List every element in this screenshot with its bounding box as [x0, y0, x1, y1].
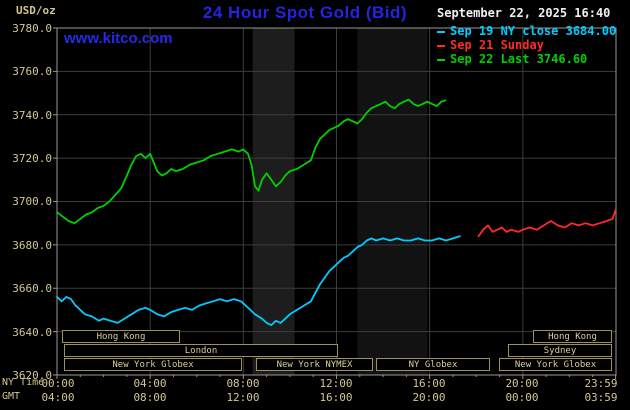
y-tick-label: 3660.0: [12, 282, 52, 295]
x-tick-label-gmt: 04:00: [41, 391, 75, 404]
legend-item-sunday: Sep 21 Sunday: [437, 38, 544, 52]
session-box-ny-globex-2: NY Globex: [376, 358, 490, 371]
session-box-london: London: [64, 344, 338, 357]
page-title: 24 Hour Spot Gold (Bid): [202, 3, 408, 22]
chart-datetime: September 22, 2025 16:40: [437, 6, 611, 20]
x-axis-gmt-label: GMT: [2, 391, 21, 402]
y-tick-label: 3640.0: [12, 326, 52, 339]
legend-item-prev-close: Sep 19 NY close 3684.00: [437, 24, 616, 38]
session-box-hong-kong-right: Hong Kong: [533, 330, 612, 343]
x-tick-label-ny: 00:00: [41, 377, 75, 390]
legend-label: Sep 21 Sunday: [450, 38, 544, 52]
x-tick-label-ny: 04:00: [133, 377, 167, 390]
legend-item-last: Sep 22 Last 3746.60: [437, 52, 587, 66]
y-axis-units-label: USD/oz: [16, 4, 56, 17]
x-tick-label-gmt: 03:59: [584, 391, 618, 404]
y-tick-label: 3700.0: [12, 195, 52, 208]
session-box-ny-globex-1: New York Globex: [64, 358, 242, 371]
y-tick-label: 3620.0: [12, 369, 52, 382]
x-tick-label-gmt: 12:00: [226, 391, 260, 404]
x-tick-label-ny: 20:00: [505, 377, 539, 390]
x-axis-ny-time-label: NY Time: [2, 377, 45, 388]
y-tick-label: 3760.0: [12, 65, 52, 78]
x-tick-label-gmt: 16:00: [319, 391, 353, 404]
legend-label: Sep 19 NY close 3684.00: [450, 24, 617, 38]
legend-line-swatch-red: [437, 44, 445, 47]
session-box-sydney: Sydney: [508, 344, 612, 357]
legend-line-swatch-green: [437, 58, 445, 61]
y-tick-label: 3680.0: [12, 239, 52, 252]
x-tick-label-ny: 12:00: [319, 377, 353, 390]
legend-line-swatch-cyan: [437, 30, 445, 33]
x-tick-label-gmt: 20:00: [412, 391, 446, 404]
session-box-ny-nymex: New York NYMEX: [256, 358, 373, 371]
x-tick-label-ny: 16:00: [412, 377, 446, 390]
y-tick-label: 3720.0: [12, 152, 52, 165]
kitco-watermark-link[interactable]: www.kitco.com: [64, 30, 173, 47]
y-tick-label: 3780.0: [12, 22, 52, 35]
x-tick-label-ny: 23:59: [584, 377, 618, 390]
x-tick-label-gmt: 00:00: [505, 391, 539, 404]
legend-label: Sep 22 Last 3746.60: [450, 52, 588, 66]
session-box-hong-kong-left: Hong Kong: [62, 330, 180, 343]
x-tick-label-ny: 08:00: [226, 377, 260, 390]
x-tick-label-gmt: 08:00: [133, 391, 167, 404]
session-box-ny-globex-right: New York Globex: [499, 358, 612, 371]
y-tick-label: 3740.0: [12, 109, 52, 122]
